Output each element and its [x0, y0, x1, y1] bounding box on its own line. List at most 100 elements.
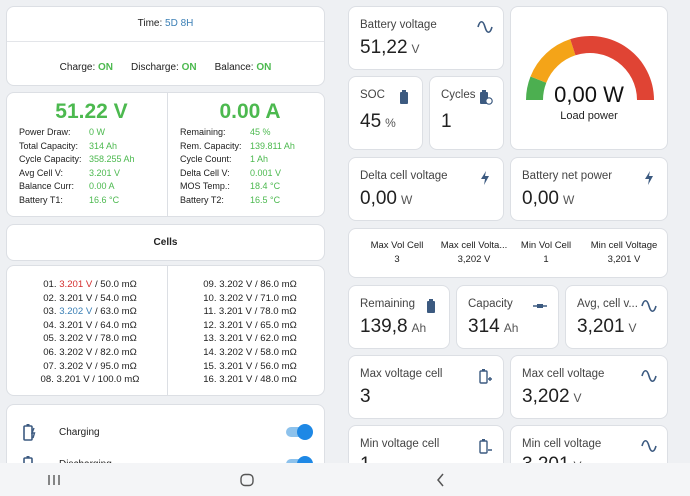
- cell-voltage: 3.202 V: [59, 306, 93, 318]
- cell-resistance: 56.0 mΩ: [260, 360, 297, 372]
- status-card: Time: 5D 8H Charge: ON Discharge: ON Bal…: [6, 6, 325, 86]
- tile-delta-cell-voltage[interactable]: Delta cell voltage 0,00 W: [348, 157, 504, 221]
- tile-avg-cell-voltage[interactable]: Avg, cell v... 3,201 V: [565, 285, 668, 349]
- cell-voltage: 3.201 V: [219, 333, 253, 345]
- cell-resistance: 78.0 mΩ: [100, 333, 137, 345]
- tile-label: Max voltage cell: [360, 368, 443, 380]
- tile-value: 3: [360, 386, 371, 407]
- tile-label: SOC: [360, 89, 385, 101]
- battery-plus-icon: [479, 369, 492, 384]
- tile-battery-net-power[interactable]: Battery net power 0,00 W: [510, 157, 668, 221]
- recent-apps-icon[interactable]: [47, 474, 61, 486]
- gauge-card[interactable]: 0,00 W Load power: [510, 6, 668, 150]
- cell-resistance: 54.0 mΩ: [100, 292, 137, 304]
- cell-index: 09.: [203, 279, 217, 290]
- cell-voltage: 3.201 V: [219, 319, 253, 331]
- tile-value: 3,202 V: [522, 386, 582, 407]
- cell-voltage: 3.202 V: [59, 360, 93, 372]
- cell-row: 09. 3.202 V / 86.0 mΩ: [203, 279, 297, 290]
- cell-voltage: 3.201 V: [56, 374, 90, 386]
- home-icon[interactable]: [239, 473, 255, 487]
- cell-row: 02. 3.201 V / 54.0 mΩ: [43, 292, 137, 304]
- tile-max-cell-voltage[interactable]: Max cell voltage 3,202 V: [510, 355, 668, 419]
- cells-card: 01. 3.201 V / 50.0 mΩ 02. 3.201 V / 54.0 …: [6, 265, 325, 396]
- cell-index: 14.: [203, 346, 217, 358]
- summary-value: 1 Ah: [250, 154, 269, 165]
- cell-resistance: 78.0 mΩ: [259, 306, 297, 318]
- tile-max-voltage-cell[interactable]: Max voltage cell 3: [348, 355, 504, 419]
- gauge-segment-red: [570, 36, 654, 100]
- cell-summary-card: Max Vol Cell 3 Max cell Volta... 3,202 V M…: [348, 228, 668, 278]
- gauge-label: Load power: [560, 110, 618, 122]
- tile-label: Avg, cell v...: [577, 298, 638, 310]
- cell-resistance: 58.0 mΩ: [260, 346, 297, 358]
- cell-voltage: 3.202 V: [219, 292, 253, 304]
- cell-resistance: 95.0 mΩ: [100, 360, 137, 372]
- battery-charging-icon: [23, 424, 36, 441]
- cell-resistance: 82.0 mΩ: [100, 346, 137, 358]
- cell-resistance: 62.0 mΩ: [260, 333, 297, 345]
- cells-title: Cells: [153, 237, 178, 248]
- cell-index: 13.: [203, 333, 217, 345]
- cell-row: 15. 3.201 V / 56.0 mΩ: [203, 360, 297, 372]
- summary-left: 51.22 V Power Draw: 0 W Total Capacity: 314…: [19, 100, 164, 207]
- cell-voltage: 3.202 V: [219, 279, 253, 290]
- cell-row: 03. 3.202 V / 63.0 mΩ: [43, 306, 137, 318]
- tile-label: Remaining: [360, 298, 415, 310]
- summary-value: 3.201 V: [89, 167, 121, 178]
- battery-minus-icon: [479, 439, 492, 454]
- cell-index: 10.: [203, 292, 217, 304]
- tile-label: Delta cell voltage: [360, 170, 448, 182]
- tile-cycles[interactable]: Cycles 1: [429, 76, 504, 150]
- cell-index: 15.: [203, 360, 217, 372]
- summary-key: Battery T2:: [180, 194, 224, 205]
- charge-status: Charge: ON: [59, 62, 114, 73]
- summary-value: 358.255 Ah: [89, 154, 135, 165]
- load-power-gauge: [526, 36, 654, 100]
- flash-icon: [645, 171, 653, 185]
- cell-resistance: 100.0 mΩ: [97, 374, 140, 386]
- sine-wave-icon: [641, 439, 657, 453]
- charging-switch-row[interactable]: Charging: [23, 423, 313, 441]
- cell-row: 07. 3.202 V / 95.0 mΩ: [43, 360, 137, 372]
- tile-value: 45%: [360, 111, 396, 132]
- tile-label: Cycles: [441, 89, 476, 101]
- tile-remaining[interactable]: Remaining 139,8 Ah: [348, 285, 450, 349]
- sine-wave-icon: [477, 20, 493, 34]
- cells-header-card: Cells: [6, 224, 325, 261]
- battery-sync-icon: [480, 90, 493, 105]
- cell-voltage: 3.201 V: [219, 360, 253, 372]
- cell-voltage: 3.202 V: [219, 346, 253, 358]
- charge-status-value: ON: [98, 62, 114, 73]
- cell-voltage: 3.201 V: [59, 319, 93, 331]
- cell-row: 01. 3.201 V / 50.0 mΩ: [43, 279, 137, 290]
- current-big: 0.00 A: [219, 100, 281, 123]
- cell-index: 05.: [43, 333, 57, 345]
- tile-label: Battery voltage: [360, 19, 437, 31]
- tile-value: 1: [441, 111, 452, 132]
- cells-right-list: 09. 3.202 V / 86.0 mΩ 10. 3.202 V / 71.0 …: [175, 278, 324, 387]
- back-icon[interactable]: [436, 473, 446, 487]
- summary-value: 0.001 V: [250, 167, 282, 178]
- cell-voltage: 3.201 V: [218, 306, 252, 318]
- tile-soc[interactable]: SOC 45%: [348, 76, 423, 150]
- cell-index: 06.: [43, 346, 57, 358]
- android-navigation-bar: [0, 463, 690, 496]
- charging-toggle[interactable]: [286, 424, 313, 440]
- summary-left-list: Power Draw: 0 W Total Capacity: 314 Ah Cycle…: [19, 126, 164, 207]
- tile-battery-voltage[interactable]: Battery voltage 51,22 V: [348, 6, 504, 70]
- cell-resistance: 50.0 mΩ: [100, 279, 137, 290]
- cell-summary-max-vol-cell: Max Vol Cell 3: [370, 240, 424, 265]
- summary-key: Balance Curr:: [19, 181, 75, 192]
- voltage-big: 51.22 V: [55, 100, 128, 123]
- gauge-segment-orange: [530, 39, 576, 83]
- current-dc-icon: [533, 304, 547, 308]
- balance-status-value: ON: [256, 62, 272, 73]
- gauge-value: 0,00 W: [554, 82, 624, 107]
- cell-index: 02.: [43, 292, 57, 304]
- tile-label: Min cell voltage: [522, 438, 602, 450]
- tile-capacity[interactable]: Capacity 314 Ah: [456, 285, 559, 349]
- summary-value: 18.4 °C: [250, 181, 281, 192]
- cell-summary-max-cell-voltage: Max cell Volta... 3,202 V: [440, 240, 508, 265]
- summary-key: Avg Cell V:: [19, 167, 64, 178]
